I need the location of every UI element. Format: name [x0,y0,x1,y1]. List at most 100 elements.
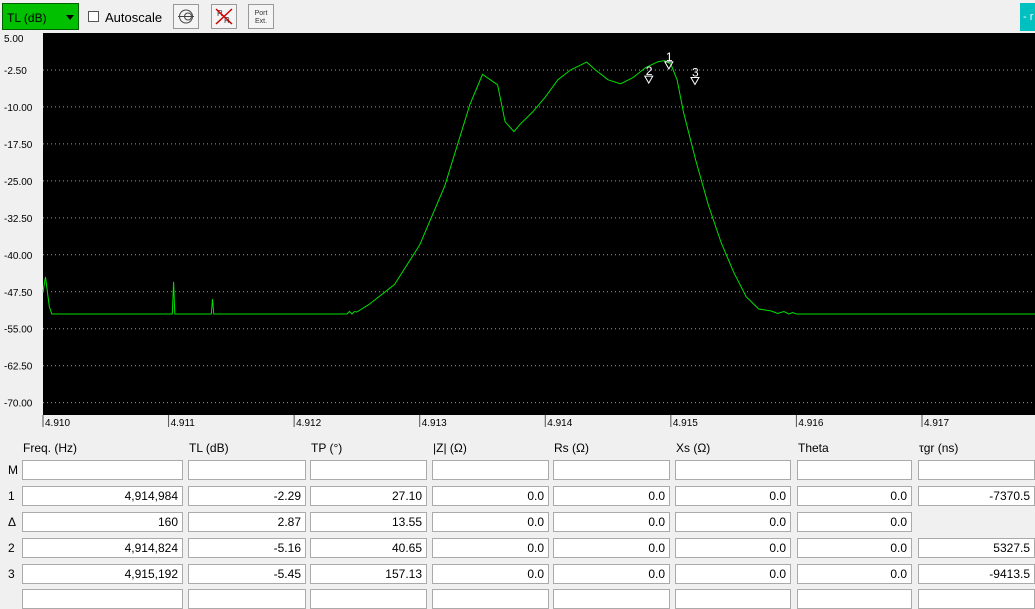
y-tick-label: -62.50 [4,362,33,373]
table-cell[interactable]: 2.87 [188,512,306,532]
table-cell[interactable]: 0.0 [797,512,912,532]
right-toolbar-label: - r [1023,11,1034,23]
table-cell[interactable] [675,589,791,609]
table-cell[interactable] [188,589,306,609]
row-label: Δ [8,515,17,529]
x-tick-label: 4.915 [673,418,698,428]
table-cell[interactable] [22,589,183,609]
table-cell[interactable]: 0.0 [432,564,549,584]
smith-chart-button[interactable] [173,4,199,29]
row-label: 1 [8,489,15,503]
plot-area [43,33,1035,415]
table-cell[interactable]: 0.0 [432,512,549,532]
marker-off-button[interactable]: R R [211,4,237,29]
table-cell[interactable]: 0.0 [797,564,912,584]
table-cell[interactable] [22,460,183,480]
marker-triangle[interactable] [663,61,674,70]
y-tick-label: -70.00 [4,399,33,410]
table-cell[interactable]: 4,914,984 [22,486,183,506]
table-cell[interactable]: 0.0 [675,512,791,532]
table-cell [918,512,1035,532]
table-cell[interactable]: 157.13 [310,564,427,584]
y-tick-label: -10.00 [4,103,33,114]
table-cell[interactable] [797,589,912,609]
marker-table: Freq. (Hz) TL (dB) TP (°) |Z| (Ω) Rs (Ω) Xs (… [0,428,1035,609]
table-cell[interactable] [918,589,1035,609]
table-cell[interactable]: 0.0 [675,564,791,584]
port-ext-button[interactable]: Port Ext. [248,4,274,29]
row-label: 2 [8,541,15,555]
x-tick-label: 4.916 [798,418,823,428]
table-cell[interactable]: 13.55 [310,512,427,532]
x-tick-label: 4.913 [422,418,447,428]
right-toolbar-button[interactable]: - r [1020,3,1035,31]
table-cell[interactable] [310,589,427,609]
table-cell[interactable]: 0.0 [553,564,670,584]
table-cell[interactable]: 160 [22,512,183,532]
table-cell[interactable]: 5327.5 [918,538,1035,558]
table-cell[interactable] [432,589,549,609]
y-tick-label: -25.00 [4,177,33,188]
toolbar: TL (dB) Autoscale R R Port Ext. - r [0,0,1035,33]
column-header: Freq. (Hz) [23,441,77,455]
marker-triangle[interactable] [643,75,654,85]
marker-off-icon: R R [215,8,233,25]
table-cell[interactable]: 0.0 [432,538,549,558]
table-cell[interactable]: -5.45 [188,564,306,584]
port-ext-text-2: Ext. [255,18,267,25]
table-cell[interactable] [188,460,306,480]
y-tick-label: -40.00 [4,251,33,262]
x-tick-label: 4.914 [547,418,572,428]
table-cell[interactable]: 40.65 [310,538,427,558]
column-header: Rs (Ω) [554,441,589,455]
marker-triangle[interactable] [690,77,700,86]
table-cell[interactable]: 0.0 [553,486,670,506]
x-tick-label: 4.917 [924,418,949,428]
transmission-loss-chart: 5.00 -2.50 -10.00 -17.50 -25.00 -32.50 -40.00 -… [0,33,1035,428]
table-cell[interactable]: -9413.5 [918,564,1035,584]
table-cell[interactable] [553,589,670,609]
port-ext-icon: Port Ext. [255,10,268,25]
smith-chart-icon [178,9,194,24]
table-cell[interactable]: 0.0 [553,538,670,558]
table-cell[interactable]: 0.0 [797,486,912,506]
marker-label: 3 [692,66,699,80]
trace-select[interactable]: TL (dB) [2,3,79,30]
table-cell[interactable]: 0.0 [432,486,549,506]
table-cell[interactable]: 27.10 [310,486,427,506]
table-cell[interactable] [797,460,912,480]
column-header: Theta [798,441,829,455]
table-cell[interactable]: 0.0 [797,538,912,558]
y-tick-label: -2.50 [4,66,27,77]
table-cell[interactable]: 0.0 [675,538,791,558]
y-tick-label: -17.50 [4,140,33,151]
y-tick-label: -32.50 [4,214,33,225]
x-tick-label: 4.910 [45,418,70,428]
row-label: 3 [8,567,15,581]
trace-select-value: TL (dB) [7,11,47,25]
row-label: M [8,463,18,477]
x-tick-label: 4.912 [296,418,321,428]
table-cell[interactable]: 0.0 [675,486,791,506]
marker-label: 1 [666,50,673,64]
marker-label: 2 [646,64,653,78]
table-cell[interactable] [675,460,791,480]
table-cell[interactable]: 0.0 [553,512,670,532]
column-header: Xs (Ω) [676,441,711,455]
column-header: τgr (ns) [919,441,959,455]
y-tick-label: -47.50 [4,288,33,299]
table-cell[interactable]: 4,914,824 [22,538,183,558]
table-cell[interactable] [553,460,670,480]
x-tick-label: 4.911 [171,418,196,428]
table-cell[interactable] [310,460,427,480]
y-tick-label: 5.00 [4,34,24,45]
table-cell[interactable]: 4,915,192 [22,564,183,584]
autoscale-checkbox[interactable] [88,11,99,22]
table-cell[interactable]: -2.29 [188,486,306,506]
table-cell[interactable]: -7370.5 [918,486,1035,506]
table-cell[interactable]: -5.16 [188,538,306,558]
table-cell[interactable] [918,460,1035,480]
table-cell[interactable] [432,460,549,480]
column-header: |Z| (Ω) [433,441,467,455]
column-header: TL (dB) [189,441,229,455]
